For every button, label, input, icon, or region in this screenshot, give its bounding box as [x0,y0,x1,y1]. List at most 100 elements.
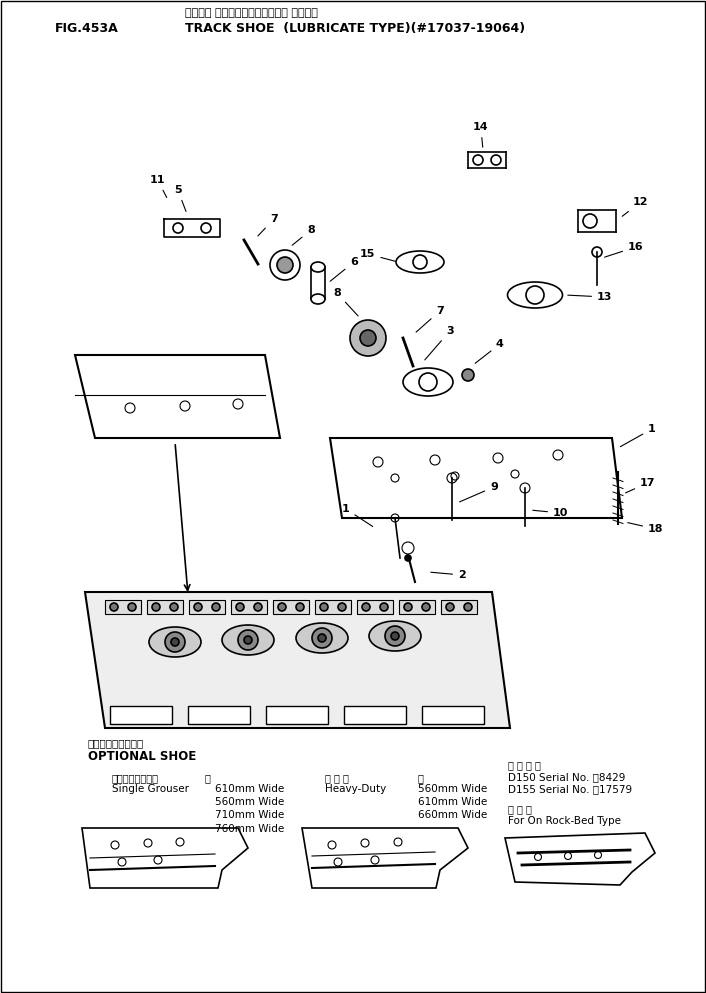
Text: 6: 6 [330,257,358,281]
Bar [399,600,435,614]
Text: 18: 18 [628,522,664,534]
Circle shape [277,257,293,273]
Text: トラック シュー（ルーブリケート タイプ）: トラック シュー（ルーブリケート タイプ） [185,8,318,18]
Circle shape [338,603,346,611]
Text: 7: 7 [416,306,444,332]
Text: 岩 盤 用: 岩 盤 用 [508,804,532,814]
Circle shape [385,626,405,646]
Text: Single Grouser: Single Grouser [112,784,189,794]
Ellipse shape [311,294,325,304]
Polygon shape [85,592,510,728]
Circle shape [128,603,136,611]
Circle shape [380,603,388,611]
Text: 610mm Wide
560mm Wide
710mm Wide
760mm Wide: 610mm Wide 560mm Wide 710mm Wide 760mm W… [215,784,285,833]
Text: 9: 9 [460,482,498,501]
Circle shape [360,330,376,346]
Circle shape [318,634,326,642]
Text: 3: 3 [425,326,454,359]
Circle shape [362,603,370,611]
Text: For On Rock-Bed Type: For On Rock-Bed Type [508,816,621,826]
Text: 5: 5 [174,185,186,212]
Text: オプショナルシュー: オプショナルシュー [88,738,144,748]
Text: 8: 8 [292,225,315,245]
Circle shape [254,603,262,611]
Circle shape [312,628,332,648]
Circle shape [320,603,328,611]
Text: 10: 10 [533,508,568,518]
Text: 幅: 幅 [418,773,424,783]
Circle shape [350,320,386,356]
Bar [344,706,406,724]
Text: 幅: 幅 [205,773,211,783]
Ellipse shape [508,282,563,308]
Bar [105,600,141,614]
Polygon shape [505,833,655,885]
Text: 560mm Wide
610mm Wide
660mm Wide: 560mm Wide 610mm Wide 660mm Wide [418,784,487,820]
Text: 17: 17 [626,478,655,493]
Bar [441,600,477,614]
Polygon shape [302,828,468,888]
Circle shape [194,603,202,611]
Circle shape [278,603,286,611]
Bar [266,706,328,724]
Circle shape [171,638,179,646]
Text: 16: 16 [604,242,644,257]
Ellipse shape [311,262,325,272]
Polygon shape [330,438,622,518]
Bar [357,600,393,614]
Text: 1: 1 [342,504,373,526]
Circle shape [404,603,412,611]
Text: 7: 7 [258,214,277,236]
Circle shape [464,603,472,611]
Polygon shape [82,828,248,888]
Polygon shape [75,355,280,438]
Text: 適 用 機 種: 適 用 機 種 [508,760,541,770]
Ellipse shape [396,251,444,273]
Circle shape [236,603,244,611]
Bar [273,600,309,614]
Text: OPTIONAL SHOE: OPTIONAL SHOE [88,750,196,763]
Circle shape [238,630,258,650]
Text: Heavy-Duty: Heavy-Duty [325,784,386,794]
Bar [147,600,183,614]
Circle shape [152,603,160,611]
Bar [231,600,267,614]
Bar [110,706,172,724]
Text: D155 Serial No. ～17579: D155 Serial No. ～17579 [508,784,632,794]
Text: 8: 8 [333,288,358,316]
Circle shape [212,603,220,611]
Ellipse shape [369,621,421,651]
Circle shape [405,555,411,561]
Ellipse shape [149,627,201,657]
Circle shape [110,603,118,611]
Ellipse shape [296,623,348,653]
Text: 1: 1 [621,424,656,447]
Bar [315,600,351,614]
Circle shape [422,603,430,611]
Text: TRACK SHOE  (LUBRICATE TYPE)(#17037-19064): TRACK SHOE (LUBRICATE TYPE)(#17037-19064… [185,22,525,35]
Text: FIG.453A: FIG.453A [55,22,119,35]
Circle shape [165,632,185,652]
Text: 強 化 形: 強 化 形 [325,773,349,783]
Text: D150 Serial No. ～8429: D150 Serial No. ～8429 [508,772,626,782]
Ellipse shape [403,368,453,396]
Text: 11: 11 [150,175,167,198]
Bar [422,706,484,724]
Circle shape [462,369,474,381]
Text: 2: 2 [431,570,466,580]
Ellipse shape [270,250,300,280]
Bar [188,706,250,724]
Text: 14: 14 [473,122,489,147]
Circle shape [170,603,178,611]
Text: 12: 12 [622,197,649,216]
Text: 13: 13 [568,292,612,302]
Text: 4: 4 [475,339,504,363]
Ellipse shape [222,625,274,655]
Circle shape [446,603,454,611]
Text: 15: 15 [360,249,395,261]
Text: シングルグローサ: シングルグローサ [112,773,159,783]
Bar [189,600,225,614]
Circle shape [296,603,304,611]
Circle shape [244,636,252,644]
Circle shape [391,632,399,640]
